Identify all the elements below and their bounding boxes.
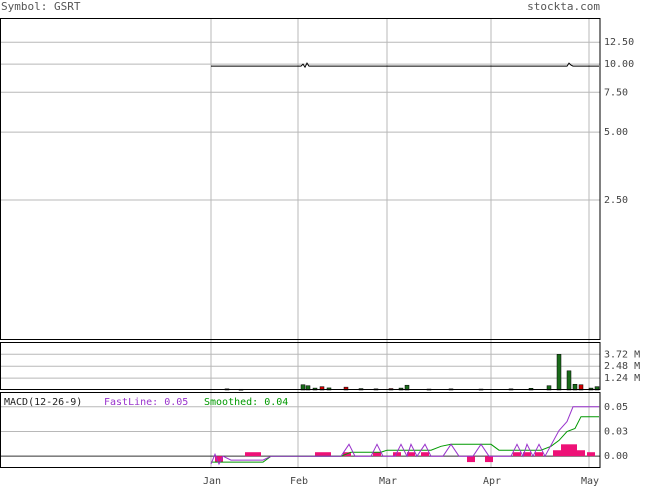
macd-legend-fastline: FastLine: 0.05 (104, 397, 188, 408)
x-tick-label: Mar (379, 476, 397, 486)
x-tick-label: Feb (290, 476, 308, 486)
macd-histogram-bar (561, 444, 569, 457)
grid-layer (0, 18, 600, 468)
symbol-label: Symbol: GSRT (1, 0, 81, 13)
macd-legend-smoothed: Smoothed: 0.04 (204, 397, 288, 408)
macd-histogram-bar (523, 452, 531, 457)
macd-histogram-bar (513, 452, 521, 457)
macd-histogram-bar (393, 452, 401, 457)
volume-tick-label: 2.48 M (604, 361, 640, 372)
price-tick-label: 12.50 (604, 37, 634, 48)
price-tick-label: 2.50 (604, 195, 628, 206)
macd-tick-label: 0.05 (604, 402, 628, 413)
panel-frames (0, 18, 601, 468)
macd-histogram-bar (587, 452, 595, 457)
macd-histogram-bar (315, 452, 323, 457)
macd-histogram-bar (407, 452, 415, 457)
macd-tick-label: 0.00 (604, 451, 628, 462)
macd-histogram-bar (253, 452, 261, 457)
price-line (211, 62, 599, 69)
volume-panel (211, 354, 600, 391)
macd-histogram-bar (245, 452, 253, 457)
volume-tick-label: 1.24 M (604, 373, 640, 384)
macd-tick-label: 0.03 (604, 426, 628, 437)
price-tick-label: 10.00 (604, 59, 634, 70)
macd-histogram-bar (215, 456, 223, 463)
x-tick-label: Apr (483, 476, 501, 486)
macd-histogram-bar (467, 456, 475, 463)
axis-labels: MACD(12-26-9) FastLine: 0.05 Smoothed: 0… (4, 37, 640, 486)
price-tick-label: 7.50 (604, 87, 628, 98)
x-tick-label: Jan (203, 476, 221, 486)
macd-histogram-bar (323, 452, 331, 457)
macd-histogram-bar (553, 450, 561, 457)
volume-tick-label: 3.72 M (604, 349, 640, 360)
macd-fast-line (210, 406, 599, 466)
volume-bar (556, 354, 562, 391)
macd-histogram-bar (421, 452, 429, 457)
macd-histogram-bar (577, 450, 585, 457)
price-tick-label: 5.00 (604, 127, 628, 138)
volume-bar (566, 370, 572, 391)
panel-frame (0, 392, 601, 468)
macd-histogram-bar (569, 444, 577, 457)
panel-frame (0, 342, 601, 390)
macd-legend-title: MACD(12-26-9) (4, 397, 82, 408)
macd-histogram-bar (535, 452, 543, 457)
macd-panel (210, 406, 599, 466)
macd-histogram-bar (373, 452, 381, 457)
x-tick-label: May (581, 476, 599, 486)
panel-frame (0, 18, 601, 340)
price-panel (211, 62, 599, 69)
site-name: stockta.com (527, 0, 600, 13)
macd-histogram-bar (485, 456, 493, 463)
